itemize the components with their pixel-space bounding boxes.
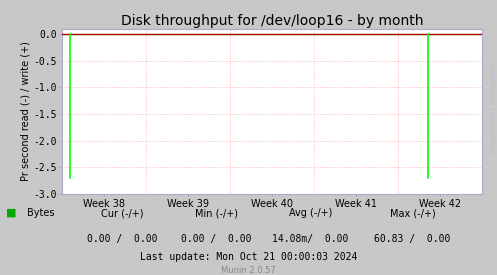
Text: 60.83 /  0.00: 60.83 / 0.00 (374, 234, 451, 244)
Text: Bytes: Bytes (27, 208, 55, 218)
Text: Min (-/+): Min (-/+) (195, 208, 238, 218)
Title: Disk throughput for /dev/loop16 - by month: Disk throughput for /dev/loop16 - by mon… (121, 14, 423, 28)
Text: 0.00 /  0.00: 0.00 / 0.00 (86, 234, 157, 244)
Text: Avg (-/+): Avg (-/+) (289, 208, 332, 218)
Text: ■: ■ (6, 208, 17, 218)
Y-axis label: Pr second read (-) / write (+): Pr second read (-) / write (+) (20, 42, 30, 181)
Text: Max (-/+): Max (-/+) (390, 208, 435, 218)
Text: 14.08m/  0.00: 14.08m/ 0.00 (272, 234, 349, 244)
Text: 0.00 /  0.00: 0.00 / 0.00 (181, 234, 251, 244)
Text: RRDTOOL / TOBI OETIKER: RRDTOOL / TOBI OETIKER (488, 66, 494, 154)
Text: Cur (-/+): Cur (-/+) (100, 208, 143, 218)
Text: Munin 2.0.57: Munin 2.0.57 (221, 266, 276, 275)
Text: Last update: Mon Oct 21 00:00:03 2024: Last update: Mon Oct 21 00:00:03 2024 (140, 252, 357, 262)
